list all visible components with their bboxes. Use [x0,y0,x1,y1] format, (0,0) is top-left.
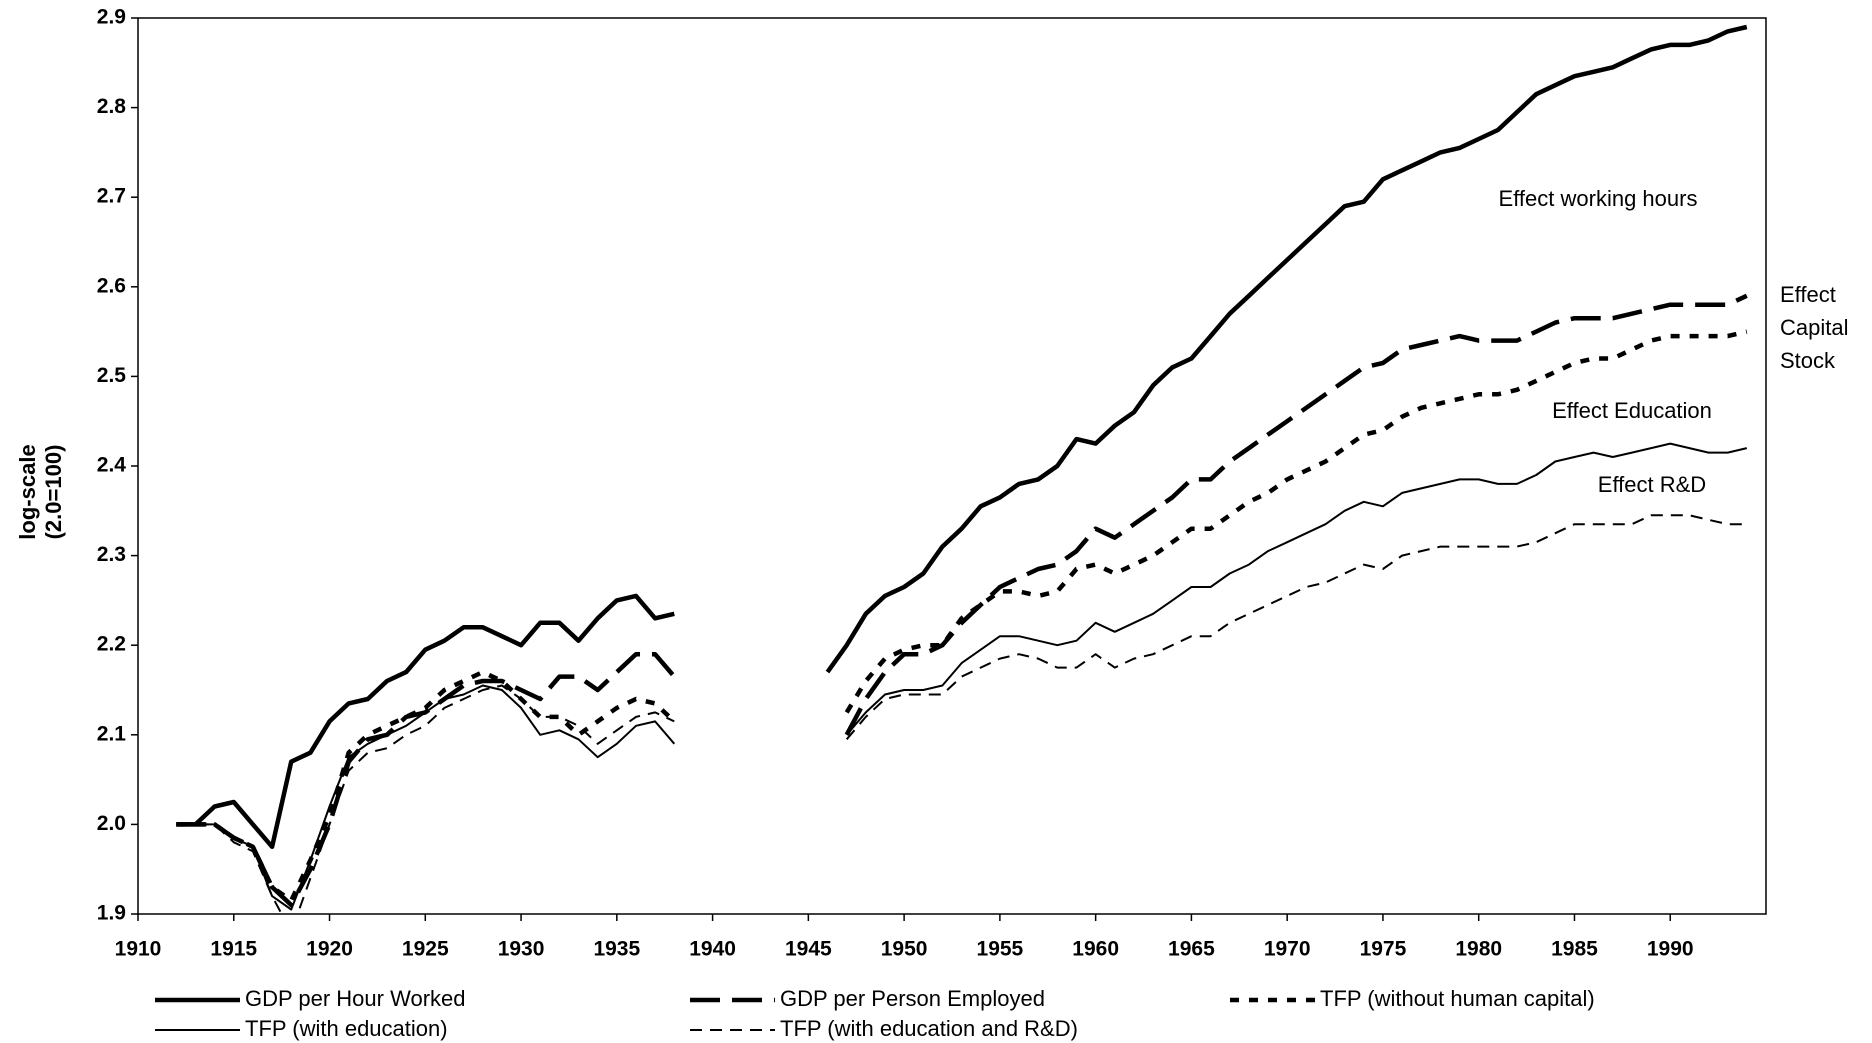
legend-label: TFP (with education and R&D) [780,1016,1078,1041]
y-tick-label: 2.9 [97,6,126,29]
series-line [176,24,1748,850]
y-axis-label: log-scale(2.0=100) [15,444,66,539]
annotation: Stock [1780,348,1836,373]
x-tick-label: 1910 [115,938,162,961]
y-tick-label: 1.9 [97,902,126,925]
legend-label: TFP (without human capital) [1320,986,1595,1011]
x-tick-label: 1925 [402,938,449,961]
y-axis-label-line: (2.0=100) [41,445,66,540]
x-tick-label: 1915 [210,938,257,961]
y-tick-label: 2.1 [97,722,127,745]
annotation: Capital [1780,315,1848,340]
x-tick-label: 1950 [881,938,928,961]
annotation: Effect working hours [1499,186,1698,211]
x-tick-label: 1975 [1360,938,1407,961]
annotation: Effect [1780,282,1836,307]
plot-area [176,24,1748,914]
y-axis-label-line: log-scale [15,444,40,539]
annotation: Effect R&D [1598,472,1706,497]
x-tick-label: 1920 [306,938,353,961]
legend-label: GDP per Hour Worked [245,986,466,1011]
series-line [176,442,1748,911]
legend-label: GDP per Person Employed [780,986,1045,1011]
plot-frame [137,17,1767,915]
y-tick-label: 2.6 [97,274,126,297]
x-tick-label: 1980 [1455,938,1502,961]
x-tick-label: 1990 [1647,938,1694,961]
y-tick-label: 2.4 [97,454,127,477]
y-tick-label: 2.8 [97,95,127,118]
series-line [176,293,1748,908]
annotation: Effect Education [1552,398,1712,423]
y-tick-label: 2.5 [97,364,127,387]
x-tick-label: 1955 [977,938,1024,961]
y-tick-label: 2.3 [97,543,126,566]
y-tick-label: 2.7 [97,185,126,208]
series-line [176,514,1747,914]
x-tick-label: 1965 [1168,938,1215,961]
y-tick-label: 2.0 [97,812,126,835]
x-tick-label: 1985 [1551,938,1598,961]
x-tick-label: 1970 [1264,938,1311,961]
x-tick-label: 1945 [785,938,832,961]
series-line [176,329,1748,903]
x-tick-label: 1935 [593,938,640,961]
x-tick-label: 1940 [689,938,736,961]
x-tick-label: 1960 [1072,938,1119,961]
x-tick-label: 1930 [498,938,545,961]
y-tick-label: 2.2 [97,633,126,656]
legend-label: TFP (with education) [245,1016,448,1041]
